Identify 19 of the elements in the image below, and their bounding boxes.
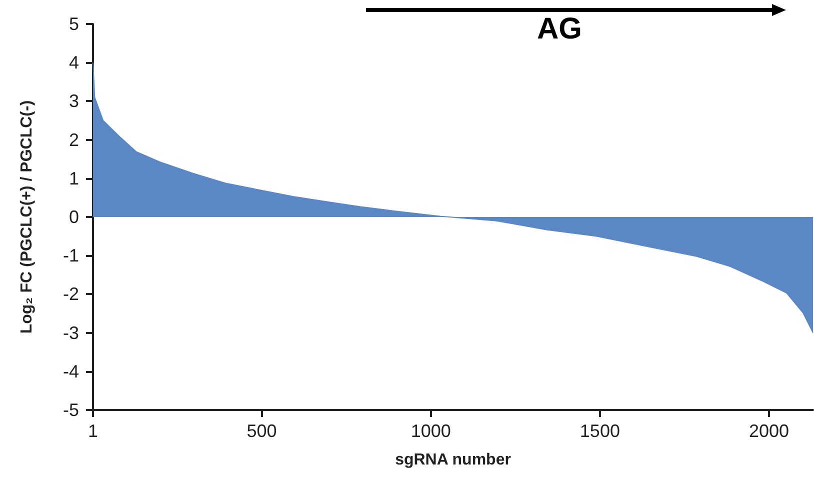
- y-tick-label: 1: [68, 168, 79, 188]
- y-tick-label: -2: [62, 284, 79, 304]
- x-tick-label: 2000: [749, 421, 790, 441]
- y-tick-label: -1: [62, 246, 79, 266]
- x-axis-title: sgRNA number: [395, 452, 511, 468]
- y-tick-label: 2: [68, 130, 79, 150]
- y-axis-title: Log₂ FC (PGCLC(+) / PGCLC(-): [18, 100, 36, 334]
- x-tick-label: 1500: [580, 421, 620, 441]
- y-tick-label: 3: [68, 91, 79, 112]
- y-tick-label: -4: [62, 361, 79, 382]
- x-tick-label: 1000: [410, 421, 451, 441]
- y-tick-label: 5: [68, 14, 79, 34]
- y-tick-label: 0: [68, 207, 79, 227]
- x-tick-label: 1: [88, 421, 98, 441]
- annotation: AG: [537, 12, 582, 46]
- x-tick-label: 500: [246, 421, 277, 441]
- y-tick-label: -3: [62, 322, 79, 343]
- y-tick-label: -5: [62, 400, 79, 420]
- y-tick-label: 4: [68, 52, 79, 73]
